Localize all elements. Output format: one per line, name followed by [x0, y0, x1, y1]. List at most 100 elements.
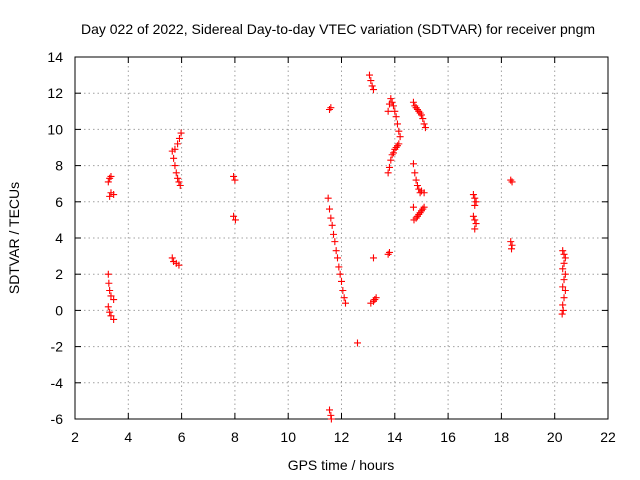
data-point [327, 104, 335, 112]
data-point [419, 115, 427, 123]
data-point [561, 286, 569, 294]
y-tick-label: 8 [55, 158, 63, 174]
data-point [106, 286, 114, 294]
data-point [327, 415, 335, 423]
data-point [469, 191, 477, 199]
data-point [387, 156, 395, 164]
axis-ticks [74, 56, 609, 420]
y-tick-label: 4 [55, 230, 63, 246]
data-point [508, 245, 516, 253]
y-tick-label: -4 [51, 375, 64, 391]
data-point [106, 174, 114, 182]
data-point [168, 254, 176, 262]
data-point [385, 248, 393, 256]
data-point [385, 163, 393, 171]
y-axis-label: SDTVAR / TECUs [6, 182, 22, 294]
data-point [104, 178, 112, 186]
data-point [392, 113, 400, 121]
y-tick-label: -2 [51, 339, 64, 355]
data-point [106, 192, 114, 200]
data-point [393, 120, 401, 128]
data-point [175, 178, 183, 186]
data-point [559, 247, 567, 255]
data-point [395, 140, 403, 148]
data-point [371, 296, 379, 304]
data-point [107, 172, 115, 180]
data-point [330, 230, 338, 238]
data-point [561, 270, 569, 278]
x-tick-label: 16 [440, 429, 456, 445]
data-point [558, 310, 566, 318]
data-point [472, 220, 480, 228]
data-point [338, 277, 345, 285]
data-point [171, 162, 179, 170]
grid [75, 57, 608, 419]
data-point [331, 238, 339, 246]
data-point [389, 149, 397, 157]
data-point [560, 294, 568, 302]
data-point [384, 107, 392, 115]
data-point [107, 312, 115, 320]
data-point [230, 212, 238, 220]
data-point [507, 176, 515, 184]
data-point [560, 276, 568, 284]
data-point [104, 303, 112, 311]
data-point [368, 82, 376, 90]
data-point [326, 406, 334, 414]
data-point [110, 191, 118, 199]
data-point [107, 292, 115, 300]
data-point [328, 221, 336, 229]
x-tick-label: 18 [494, 429, 510, 445]
data-point [417, 111, 425, 119]
data-point [388, 98, 396, 106]
data-point [170, 154, 178, 162]
data-point [231, 176, 239, 184]
data-point [369, 254, 377, 262]
x-tick-labels: 2 4 6 8 10 12 14 16 18 20 22 [71, 429, 616, 445]
data-point [559, 283, 567, 291]
data-point [411, 169, 419, 177]
data-point [395, 127, 403, 135]
data-point [353, 339, 361, 347]
x-tick-label: 10 [280, 429, 296, 445]
y-tick-label: 14 [47, 49, 63, 65]
data-point [561, 254, 569, 262]
data-point [341, 299, 349, 307]
data-point [326, 205, 334, 213]
data-point [365, 71, 373, 79]
data-point [471, 201, 479, 209]
data-point [372, 294, 380, 302]
data-point [105, 279, 113, 287]
data-point [340, 294, 348, 302]
data-point [389, 102, 397, 110]
data-point [507, 238, 515, 246]
data-point [230, 172, 238, 180]
data-point [175, 261, 183, 269]
data-point [560, 250, 568, 258]
data-point [420, 120, 428, 128]
data-point [172, 169, 180, 177]
data-point [110, 296, 118, 304]
data-point [384, 250, 392, 258]
x-tick-label: 2 [71, 429, 79, 445]
x-tick-label: 12 [334, 429, 350, 445]
data-point [175, 134, 183, 142]
data-point [471, 225, 479, 233]
data-point [176, 182, 184, 190]
data-point [396, 133, 404, 141]
data-point [471, 194, 479, 202]
x-tick-label: 14 [387, 429, 403, 445]
data-point [171, 145, 179, 153]
chart-title: Day 022 of 2022, Sidereal Day-to-day VTE… [81, 21, 595, 37]
data-points [104, 71, 569, 423]
data-point [332, 247, 340, 255]
y-tick-label: -6 [51, 411, 64, 427]
data-point [326, 105, 334, 113]
y-tick-label: 10 [47, 121, 63, 137]
data-point [472, 198, 480, 206]
x-tick-label: 22 [600, 429, 616, 445]
x-axis-label: GPS time / hours [288, 457, 395, 473]
data-point [384, 169, 392, 177]
data-point [369, 86, 377, 94]
